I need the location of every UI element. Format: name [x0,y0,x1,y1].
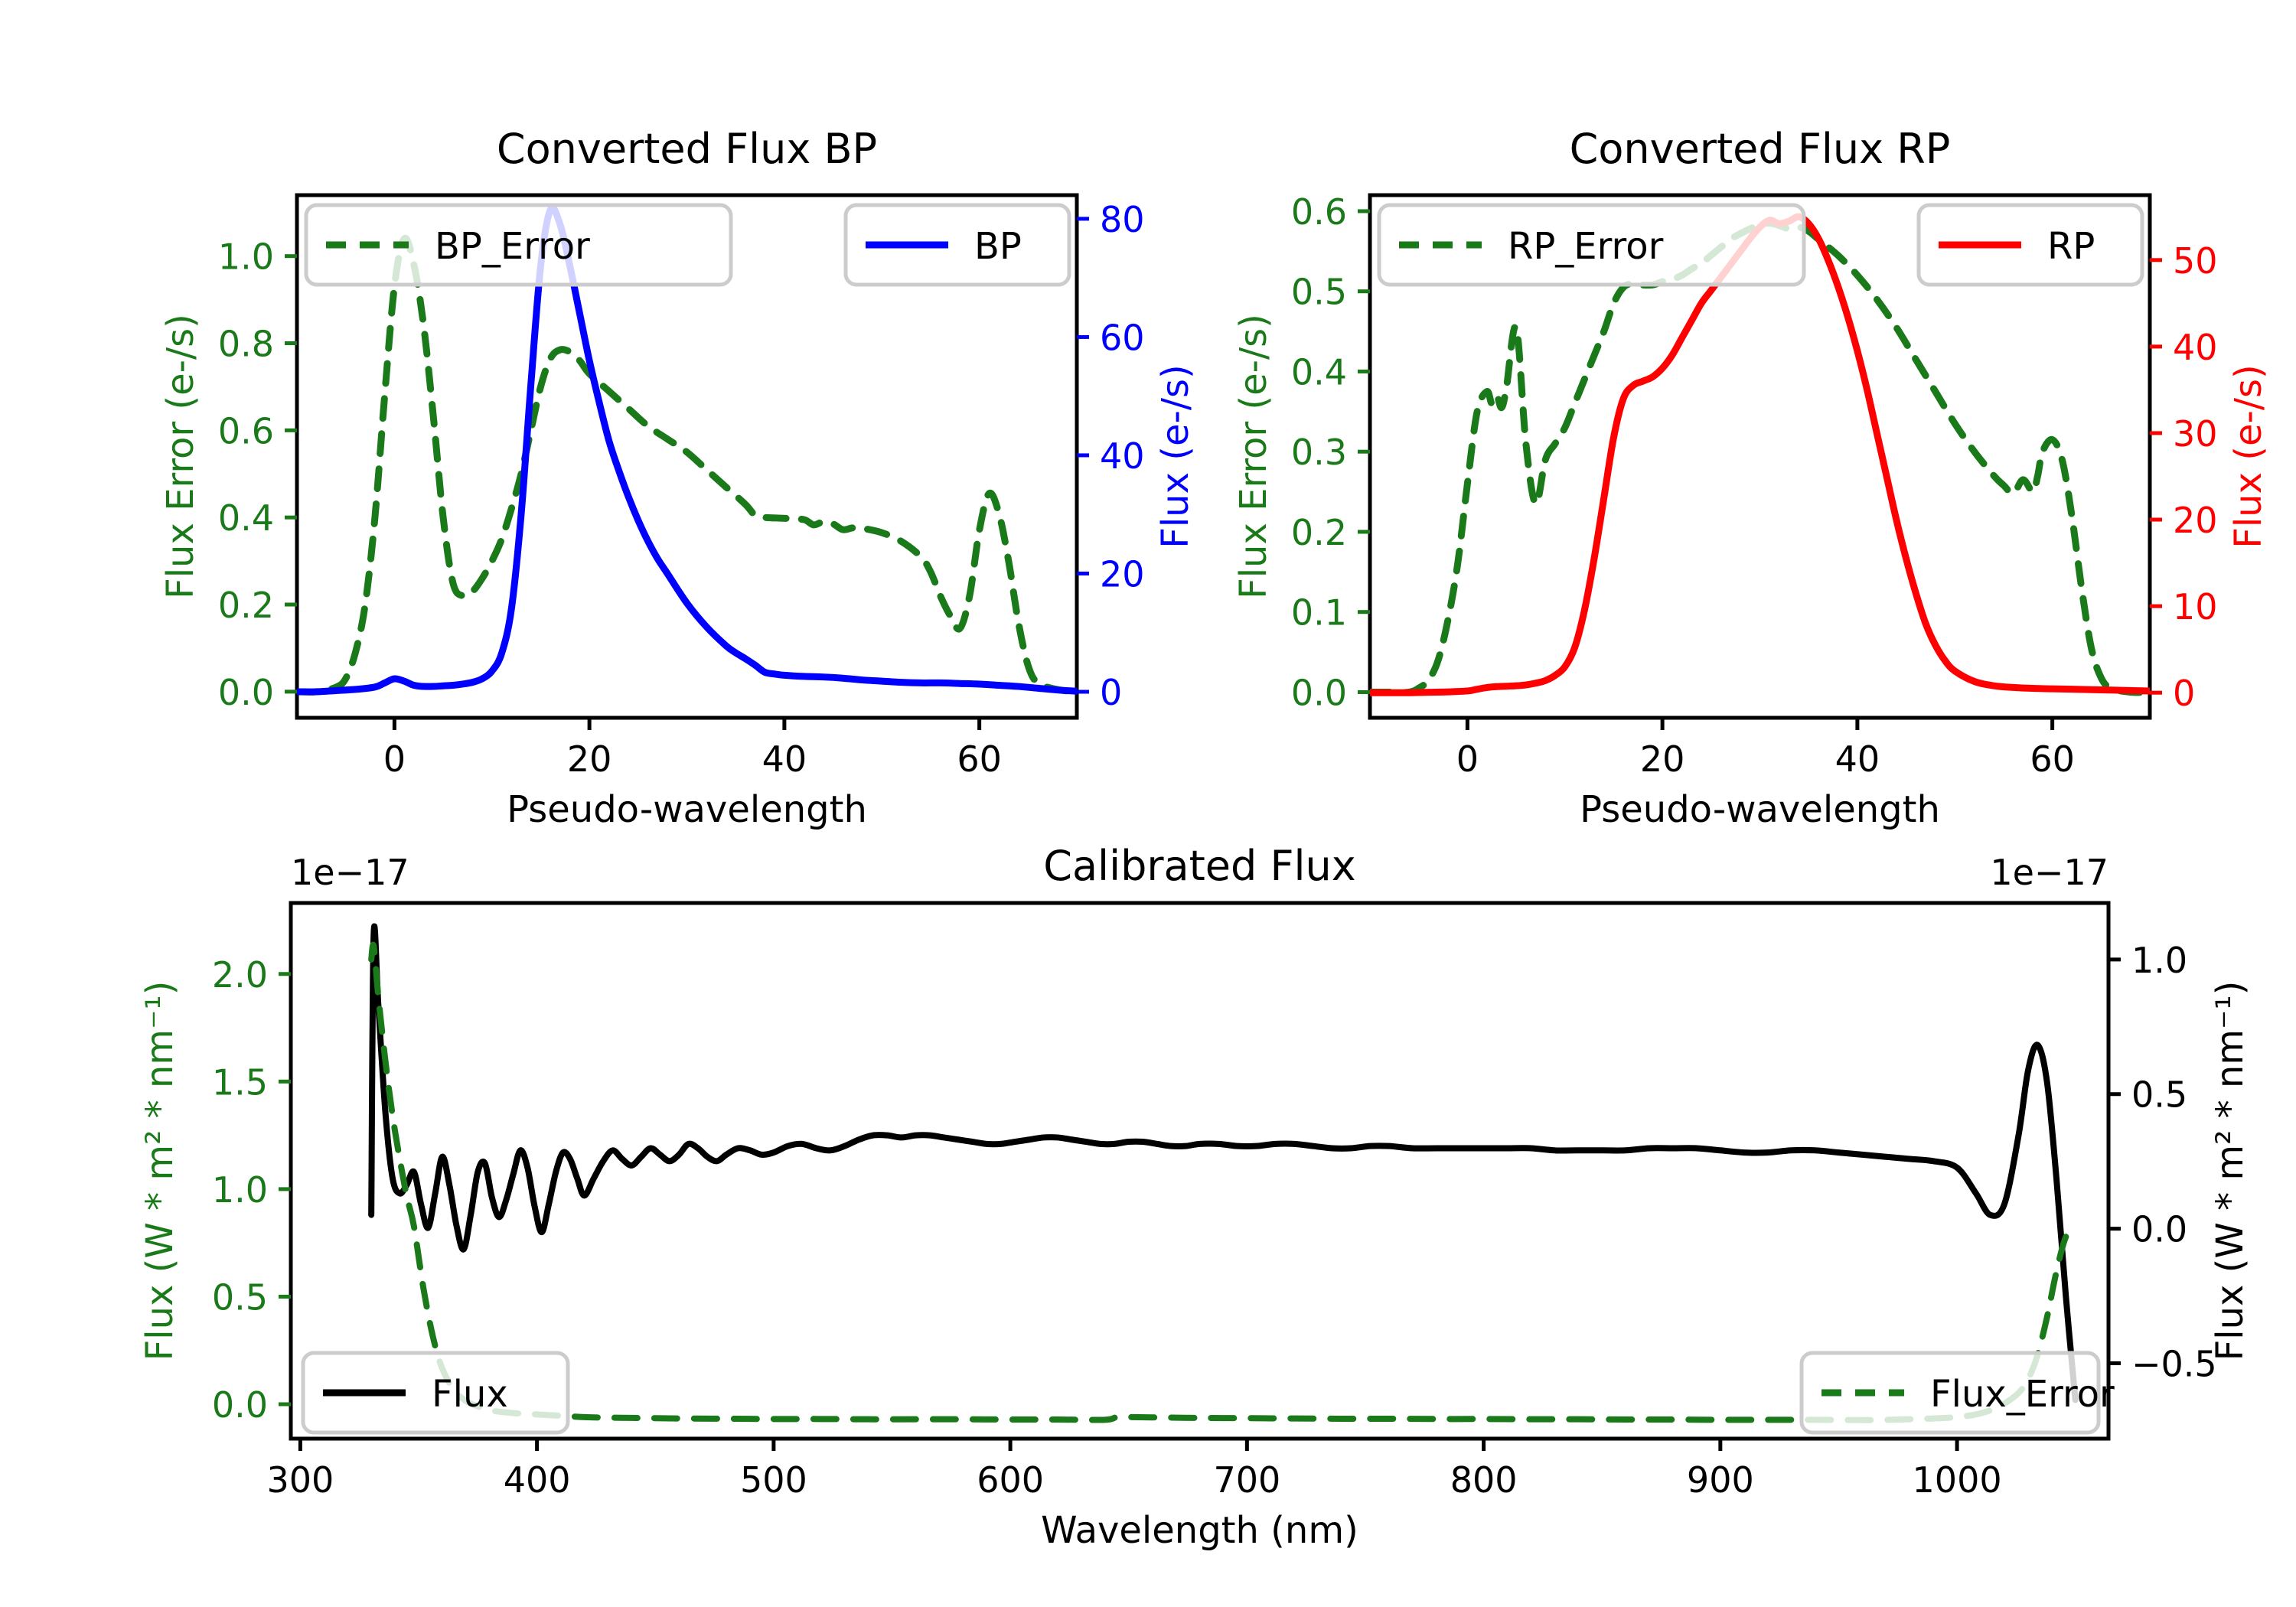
legend-label-flux: Flux [432,1373,508,1416]
y-tick-label-right: 50 [2173,240,2218,282]
x-tick-label: 0 [1456,738,1479,780]
legend-frame [301,1351,570,1435]
plot-area [368,923,2079,1423]
y-tick-label-left: 0.2 [218,585,274,626]
y-axis-label-left: Flux Error (e-/s) [159,314,202,599]
legend-rp[interactable]: RP [1916,203,2144,287]
x-tick-label: 60 [2030,738,2075,780]
x-tick-label: 20 [1640,738,1685,780]
y-tick-label-right: 40 [1100,435,1145,477]
legend-flux[interactable]: Flux [301,1351,570,1435]
panel-converted-flux-bp: 0 20 40 60 Pseudo-wavelength 0.0 0.2 0.4 0.6 0.8 1… [159,125,1197,831]
y-axis-label-right: Flux (W * m² * nm⁻¹) [2209,981,2252,1361]
legend-frame [1377,203,1806,287]
y-tick-label-right: 60 [1100,317,1145,358]
panel-converted-flux-rp: 0 20 40 60 Pseudo-wavelength 0.0 0.1 0.2 0.3 0.4 0… [1232,125,2270,831]
legend-bp-error[interactable]: BP_Error [304,203,733,287]
y-tick-label-right: −0.5 [2131,1344,2217,1385]
legend-frame [304,203,733,287]
legend-frame [1799,1351,2101,1435]
y-tick-label-right: 10 [2173,586,2218,627]
panel-title: Converted Flux RP [1570,125,1951,173]
y-tick-label-left: 0.6 [1291,191,1347,233]
x-tick-label: 900 [1687,1459,1754,1501]
legend-flux-error[interactable]: Flux_Error [1799,1351,2115,1435]
y-tick-label-left: 0.5 [1291,272,1347,313]
series-flux [368,923,2079,1403]
y-axis-label-right: Flux (e-/s) [1154,364,1197,549]
y-tick-label-right: 30 [2173,413,2218,455]
legend-label-bp: BP [974,225,1022,268]
panel-calibrated-flux: 300 400 500 600 700 800 900 1000 Wavelength (nm)… [139,842,2252,1552]
y-tick-label-left: 1.0 [218,236,274,278]
legend-rp-error[interactable]: RP_Error [1377,203,1806,287]
x-tick-label: 700 [1213,1459,1280,1501]
y-tick-label-left: 2.0 [212,954,268,996]
x-tick-label: 300 [266,1459,334,1501]
y-axis-label-right: Flux (e-/s) [2227,364,2270,549]
y-tick-label-left: 0.2 [1291,512,1347,553]
series-rp [1370,213,2150,696]
y-axis-label-left: Flux Error (e-/s) [1232,314,1275,599]
axes-frame [289,901,2111,1441]
panel-title: Converted Flux BP [497,125,877,173]
y-tick-label-left: 0.0 [1291,672,1347,713]
x-axis-label: Pseudo-wavelength [507,788,867,831]
y-tick-label-right: 20 [1100,553,1145,595]
y-offset-right: 1e−17 [1990,852,2108,893]
y-tick-label-left: 1.5 [212,1061,268,1103]
y-tick-label-left: 0.3 [1291,432,1347,473]
x-tick-label: 40 [762,738,807,780]
plot-area [1370,213,2150,696]
axes-frame [1368,193,2152,720]
y-offset-left: 1e−17 [291,852,409,893]
y-tick-label-right: 0 [1100,672,1122,713]
panel-title: Calibrated Flux [1043,842,1355,890]
x-tick-label: 20 [567,738,612,780]
y-tick-label-right: 20 [2173,500,2218,541]
y-tick-label-right: 0 [2173,673,2195,714]
x-axis-label: Pseudo-wavelength [1580,788,1940,831]
legend-label-rp: RP [2047,225,2095,268]
x-tick-label: 1000 [1913,1459,2002,1501]
series-bp [297,204,1077,696]
legend-frame [1916,203,2144,287]
y-tick-label-left: 0.4 [1291,351,1347,393]
x-tick-label: 60 [957,738,1002,780]
legend-label-rp-error: RP_Error [1508,225,1664,268]
y-tick-label-left: 1.0 [212,1169,268,1211]
x-tick-label: 0 [383,738,406,780]
series-flux_error [368,941,2079,1423]
x-axis-label: Wavelength (nm) [1041,1509,1358,1552]
y-tick-label-left: 0.8 [218,324,274,365]
y-tick-label-right: 0.0 [2131,1209,2187,1250]
x-tick-label: 400 [504,1459,571,1501]
y-tick-label-left: 0.6 [218,410,274,451]
x-tick-label: 40 [1835,738,1880,780]
y-tick-label-left: 0.1 [1291,592,1347,634]
y-tick-label-right: 1.0 [2131,940,2187,981]
y-tick-label-right: 0.5 [2131,1074,2187,1116]
y-tick-label-left: 0.5 [212,1276,268,1318]
legend-label-flux-error: Flux_Error [1930,1373,2115,1416]
x-tick-label: 800 [1450,1459,1518,1501]
x-tick-label: 500 [740,1459,807,1501]
legend-label-bp-error: BP_Error [435,225,590,268]
series-bp_error [297,234,1077,696]
y-tick-label-right: 80 [1100,199,1145,240]
y-tick-label-right: 40 [2173,327,2218,368]
y-tick-label-left: 0.0 [212,1384,268,1426]
y-axis-label-left: Flux (W * m² * nm⁻¹) [139,981,181,1361]
y-tick-label-left: 0.4 [218,497,274,539]
legend-frame [843,203,1071,287]
x-tick-label: 600 [977,1459,1044,1501]
y-tick-label-left: 0.0 [218,672,274,713]
series-rp_error [1370,220,2150,696]
legend-bp[interactable]: BP [843,203,1071,287]
